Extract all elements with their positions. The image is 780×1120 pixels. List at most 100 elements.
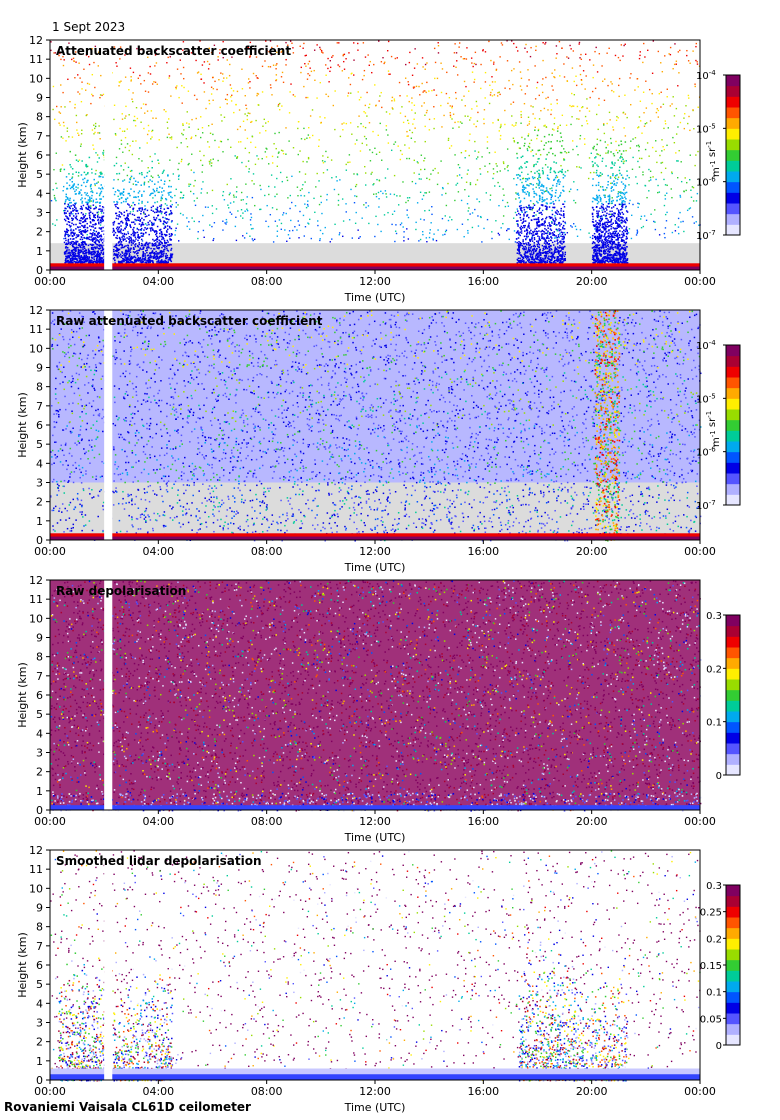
x-tick-label: 04:00 (142, 545, 174, 558)
colorbar-frame (725, 74, 741, 236)
panel-title: Raw attenuated backscatter coefficient (56, 314, 323, 328)
colorbar-swatch (726, 959, 740, 971)
y-tick-label: 7 (36, 940, 43, 953)
colorbar-swatch (726, 636, 740, 648)
colorbar-swatch (726, 160, 740, 172)
y-tick-label: 10 (29, 342, 43, 355)
colorbar-swatch (726, 949, 740, 961)
colorbar-swatch (726, 149, 740, 161)
heatmap-field (50, 580, 702, 812)
heatmap-field (50, 310, 702, 542)
x-tick-label: 04:00 (142, 815, 174, 828)
y-tick-label: 3 (36, 477, 43, 490)
heatmap-field (50, 40, 702, 270)
colorbar-swatch (726, 1013, 740, 1025)
y-tick-label: 1 (36, 1055, 43, 1068)
colorbar-swatch (726, 657, 740, 669)
x-tick-label: 16:00 (467, 545, 499, 558)
colorbar-swatch (726, 85, 740, 97)
y-tick-label: 7 (36, 130, 43, 143)
y-tick-label: 11 (29, 863, 43, 876)
y-tick-label: 10 (29, 72, 43, 85)
y-axis-label: Height (km) (16, 662, 29, 728)
y-tick-label: 9 (36, 362, 43, 375)
x-tick-label: 08:00 (251, 815, 283, 828)
colorbar-swatch (726, 927, 740, 939)
x-tick-label: 20:00 (576, 545, 608, 558)
heatmap-field (50, 850, 702, 1082)
colorbar-tick-label: 0.1 (706, 988, 722, 999)
x-tick-label: 08:00 (251, 275, 283, 288)
colorbar-swatch (726, 107, 740, 119)
y-tick-label: 6 (36, 419, 43, 432)
data-gap (104, 580, 113, 810)
colorbar-swatch (726, 764, 740, 776)
colorbar-swatch (726, 732, 740, 744)
colorbar-tick-label: 0.3 (706, 611, 722, 622)
y-axis-label: Height (km) (16, 392, 29, 458)
x-tick-label: 08:00 (251, 545, 283, 558)
y-tick-label: 1 (36, 515, 43, 528)
x-tick-label: 00:00 (684, 1085, 716, 1098)
colorbar-tick-label: 0.1 (706, 718, 722, 729)
colorbar-swatch (726, 75, 740, 87)
x-axis-label: Time (UTC) (344, 1101, 406, 1114)
x-tick-label: 00:00 (34, 815, 66, 828)
y-tick-label: 12 (29, 574, 43, 587)
y-tick-label: 4 (36, 457, 43, 470)
y-tick-label: 3 (36, 207, 43, 220)
data-gap (104, 850, 113, 1080)
colorbar-tick-label: 0.2 (706, 934, 722, 945)
y-tick-label: 5 (36, 438, 43, 451)
y-tick-label: 2 (36, 766, 43, 779)
colorbar-swatch (726, 895, 740, 907)
colorbar: 10-7 10-6 10-5 10-4 m-1 sr-1 (696, 339, 741, 512)
panel-4: Smoothed lidar depolarisation01234567891… (16, 844, 741, 1114)
colorbar-swatch (726, 366, 740, 378)
colorbar-tick-label: 10-6 (696, 446, 716, 459)
colorbar-swatch (726, 203, 740, 215)
colorbar-swatch (726, 981, 740, 993)
noise-field (50, 580, 700, 810)
colorbar-tick-label: 0.2 (706, 664, 722, 675)
y-tick-label: 8 (36, 111, 43, 124)
colorbar-swatch (726, 441, 740, 453)
panel-2: Raw attenuated backscatter coefficient 0 1… (16, 304, 741, 574)
y-tick-label: 0 (36, 534, 43, 547)
data-gap (104, 310, 113, 540)
colorbar-label: m-1 sr-1 (705, 141, 722, 177)
panel-title: Raw depolarisation (56, 584, 186, 598)
colorbar-tick-label: 10-7 (696, 229, 716, 242)
y-tick-label: 4 (36, 187, 43, 200)
colorbar: 10-7 10-6 10-5 10-4 m-1 sr-1 (696, 69, 741, 242)
colorbar-tick-label: 0.05 (700, 1014, 722, 1025)
y-tick-label: 11 (29, 53, 43, 66)
colorbar-swatch (726, 117, 740, 129)
y-tick-label: 11 (29, 323, 43, 336)
colorbar-swatch (726, 625, 740, 637)
y-tick-label: 3 (36, 747, 43, 760)
colorbar-swatch (726, 462, 740, 474)
colorbar-label: m-1 sr-1 (705, 411, 722, 447)
colorbar-tick-label: 10-5 (696, 392, 716, 405)
data-gap (104, 40, 113, 270)
colorbar-tick-label: 10-4 (696, 339, 716, 352)
low-cloud-layer (50, 482, 700, 540)
colorbar-swatch (726, 1034, 740, 1046)
colorbar-swatch (726, 906, 740, 918)
colorbar-swatch (726, 721, 740, 733)
panel-1: Attenuated backscatter coefficient012345… (16, 34, 741, 304)
colorbar-swatch (726, 451, 740, 463)
colorbar-tick-label: 0.15 (700, 961, 722, 972)
x-tick-label: 16:00 (467, 815, 499, 828)
colorbar-swatch (726, 885, 740, 897)
colorbar: 0 0.1 0.2 0.3 (706, 611, 741, 782)
panel-title: Smoothed lidar depolarisation (56, 854, 262, 868)
y-tick-label: 7 (36, 400, 43, 413)
x-tick-label: 12:00 (359, 275, 391, 288)
y-tick-label: 11 (29, 593, 43, 606)
colorbar-swatch (726, 473, 740, 485)
colorbar-swatch (726, 668, 740, 680)
